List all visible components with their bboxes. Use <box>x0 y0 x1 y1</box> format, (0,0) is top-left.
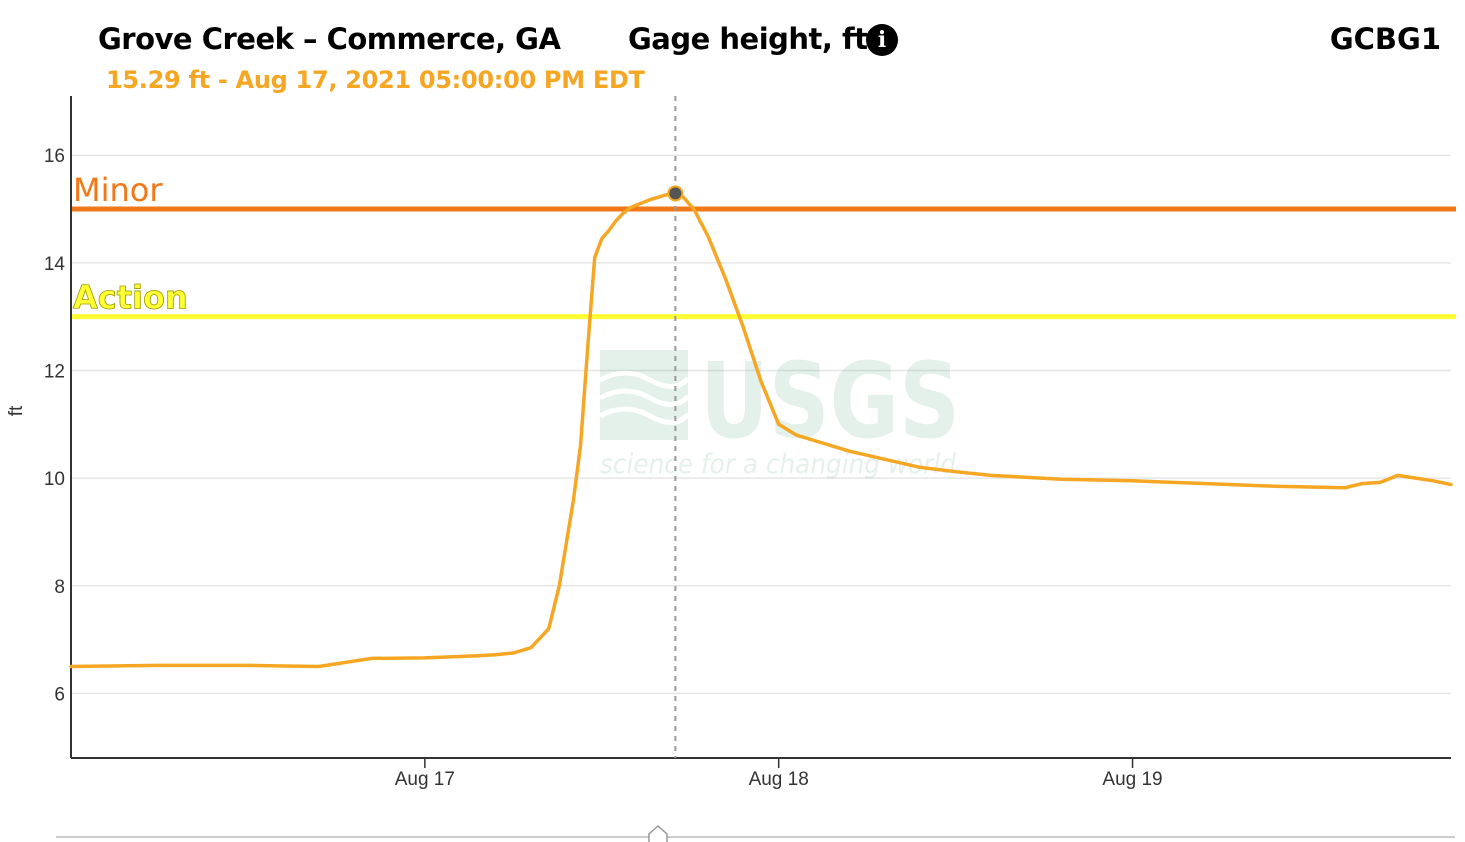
navigator-handle[interactable] <box>648 824 668 842</box>
action-threshold-label: Action <box>73 279 188 317</box>
gage-height-series-line <box>69 191 1453 669</box>
site-code: GCBG1 <box>1329 22 1441 56</box>
info-icon[interactable]: i <box>866 24 898 56</box>
y-tick-label: 14 <box>44 254 66 275</box>
x-tick-label: Aug 18 <box>749 769 809 790</box>
y-tick-label: 12 <box>44 361 65 382</box>
site-title: Grove Creek – Commerce, GA <box>98 22 561 56</box>
flood-thresholds: Minor Action <box>71 171 1456 320</box>
axes: 6 8 10 12 14 16 Aug 17 Aug 18 Aug 19 ft <box>6 96 1451 790</box>
usgs-wave-logo <box>598 350 690 440</box>
highlight-point <box>667 185 684 202</box>
watermark-wordmark: USGS <box>700 340 960 462</box>
x-tick-label: Aug 19 <box>1102 769 1162 790</box>
usgs-watermark: USGS science for a changing world <box>598 340 960 480</box>
y-tick-label: 6 <box>54 684 65 705</box>
minor-threshold-label: Minor <box>73 171 163 209</box>
range-navigator[interactable] <box>56 824 1455 842</box>
parameter-title: Gage height, ft <box>628 22 868 56</box>
y-axis-label: ft <box>6 405 27 416</box>
hover-readout: 15.29 ft - Aug 17, 2021 05:00:00 PM EDT <box>106 66 645 94</box>
series-layer <box>69 191 1453 669</box>
watermark-tagline: science for a changing world <box>600 449 957 480</box>
x-tick-label: Aug 17 <box>395 769 455 790</box>
hover-layer <box>667 96 684 758</box>
gridlines <box>71 154 1451 695</box>
y-tick-label: 10 <box>44 469 65 490</box>
y-tick-label: 16 <box>44 146 65 167</box>
y-tick-label: 8 <box>54 577 65 598</box>
